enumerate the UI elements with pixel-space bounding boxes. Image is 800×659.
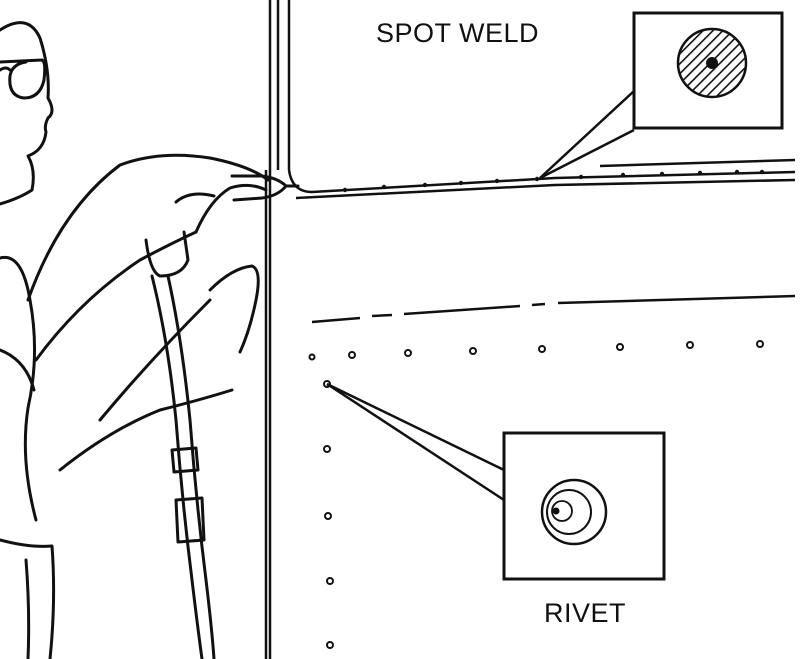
rivet-label: RIVET	[544, 598, 627, 628]
upper-seam	[287, 158, 796, 200]
door-seam	[264, 0, 291, 659]
rivet-callout	[326, 382, 666, 581]
spot-weld-callout	[539, 11, 784, 180]
mechanic-figure	[0, 21, 300, 659]
spot-weld-label: SPOT WELD	[376, 18, 540, 48]
lower-seam	[311, 294, 796, 324]
rivet-marks	[308, 340, 764, 649]
spot-weld-marks	[342, 169, 765, 193]
